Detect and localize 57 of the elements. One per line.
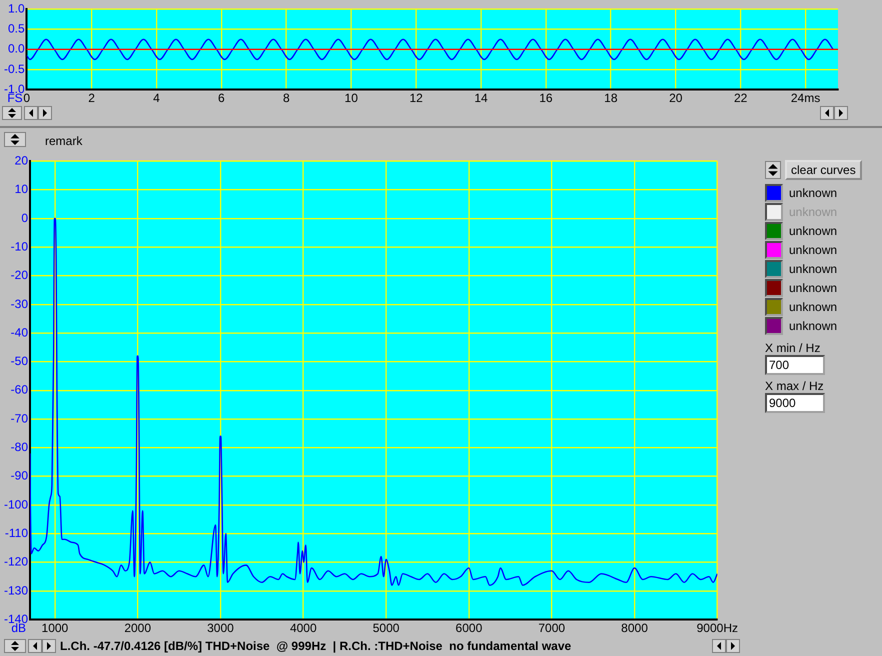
category-label: unknown [789,224,838,238]
x-tick-label: 12 [409,91,424,106]
x-tick-label: 6000 [456,621,483,636]
x-tick-label: 18 [604,91,618,106]
x-tick-label: 24ms [790,91,820,106]
category-label: unknown [789,262,838,276]
y-tick-label: -40 [10,325,28,340]
x-tick-label: 22 [734,91,748,106]
y-tick-label: -110 [4,526,28,540]
text: X min / Hz [765,341,822,355]
y-tick-label: -30 [10,296,28,311]
line-series [26,38,834,60]
y-tick-label: 0.5 [8,22,25,36]
y-tick-label: -130 [4,583,28,598]
x-tick-label: 14 [474,91,488,106]
y-tick-label: -50 [10,354,28,368]
y-tick-label: 1.0 [8,2,25,16]
category-label: unknown [789,318,838,332]
x-tick-label: 10 [344,91,358,106]
text: 700 [765,355,825,375]
x-tick-label: 8000 [621,621,648,636]
x-tick-label: 16 [539,91,553,106]
y-tick-label: 0.0 [8,42,25,56]
y-tick-label: -20 [10,268,28,282]
y-tick-label: 20 [14,154,28,168]
x-tick-label: 7000 [538,621,566,636]
y-tick-label: 0 [21,210,28,225]
x-tick-label: 3000 [207,621,234,636]
text: remark [45,134,82,148]
text: X max / Hz [765,379,825,393]
category-label: unknown [789,280,838,294]
line-series [30,218,718,586]
x-tick-label: 4000 [290,621,317,636]
y-tick-label: -70 [10,411,28,426]
x-tick-label: 2000 [124,621,152,636]
x-tick-label: 5000 [372,621,400,636]
x-tick-label: 1000 [42,621,69,636]
x-tick-label: 9000Hz [696,621,738,636]
category-label: unknown [789,300,838,314]
x-tick-label: 4 [153,91,160,106]
text: clear curves [785,160,862,180]
y-tick-label: -80 [10,440,28,454]
category-label: unknown [789,242,838,256]
text: L.Ch. -47.7/0.4126 [dB/%] THD+Noise @ 999Hz | R.Ch. :THD+Noise no fundamental wave [60,639,572,653]
y-tick-label: -100 [4,497,28,512]
x-tick-label: 2 [88,91,96,106]
y-tick-label: -120 [4,554,28,569]
y-tick-label: -60 [10,382,28,397]
x-tick-label: 8 [282,91,290,106]
y-tick-label: 10 [14,182,28,196]
category-label: unknown [789,186,838,200]
x-tick-label: 20 [669,91,683,106]
y-tick-label: -90 [10,468,28,483]
text: 9000 [765,393,825,413]
y-tick-label: -0.5 [4,62,25,76]
y-tick-label: -10 [10,239,28,254]
x-tick-label: 6 [218,91,226,106]
